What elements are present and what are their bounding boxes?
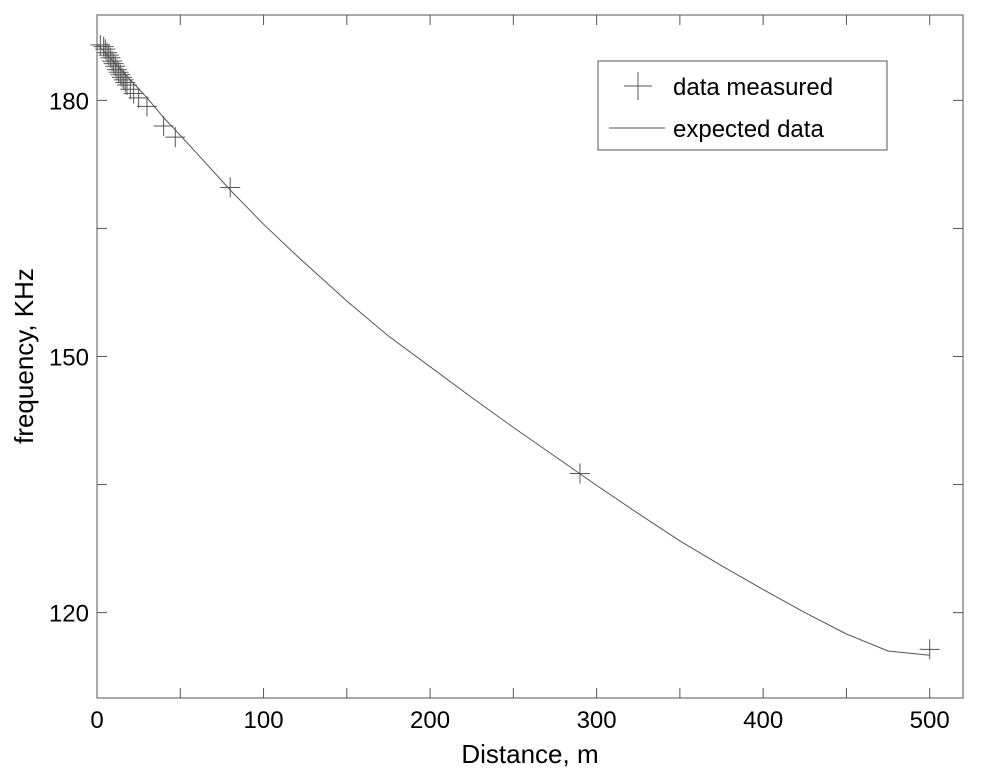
data-point [93, 36, 114, 57]
legend-label-expected-data: expected data [673, 116, 824, 143]
data-point [105, 56, 126, 77]
data-point [165, 127, 186, 148]
y-tick-label: 120 [49, 601, 89, 628]
legend-label-data-measured: data measured [673, 74, 833, 101]
x-tick-label: 500 [910, 707, 950, 734]
data-point [123, 83, 144, 104]
data-point [919, 639, 940, 660]
data-point [100, 47, 121, 68]
data-point [136, 96, 157, 117]
data-point [110, 64, 131, 85]
legend: data measured expected data [597, 60, 888, 151]
x-tick-label: 300 [577, 707, 617, 734]
x-tick-label: 100 [244, 707, 284, 734]
data-point [106, 59, 127, 80]
data-point [220, 177, 241, 198]
axis-ticks [96, 15, 963, 698]
data-point [103, 53, 124, 74]
data-point [120, 79, 141, 100]
x-tick-label: 200 [410, 707, 450, 734]
y-tick-label: 150 [49, 345, 89, 372]
data-point [98, 45, 119, 66]
y-tick-label: 180 [49, 88, 89, 115]
measured-data-series [90, 34, 940, 660]
y-axis-title: frequency, KHz [9, 268, 39, 444]
data-point [95, 39, 116, 60]
data-point [108, 62, 129, 83]
data-point [569, 463, 590, 484]
x-tick-label: 0 [90, 707, 103, 734]
legend-marker-plus [624, 72, 652, 100]
data-point [111, 67, 132, 88]
data-point [128, 87, 149, 108]
tick-labels: 0 100 200 300 400 500 120 150 180 [49, 88, 950, 734]
x-tick-label: 400 [743, 707, 783, 734]
data-point [153, 115, 174, 136]
x-axis-title: Distance, m [461, 739, 598, 769]
data-point [101, 51, 122, 72]
legend-box [597, 60, 888, 151]
data-point [96, 42, 117, 63]
